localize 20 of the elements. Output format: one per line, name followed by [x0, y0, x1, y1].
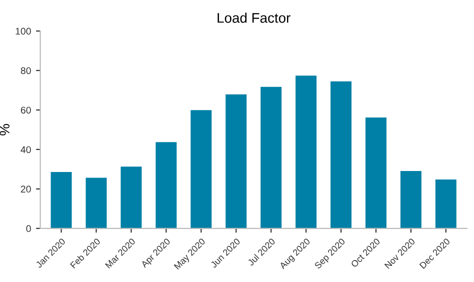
bar: [86, 178, 107, 228]
bar: [330, 81, 352, 228]
bar: [120, 166, 142, 228]
y-tick-label: 60: [20, 106, 31, 114]
bar: [260, 86, 282, 228]
y-axis-title: %: [0, 124, 10, 136]
y-tick-label: 0: [26, 225, 31, 232]
y-tick-label: 80: [20, 67, 31, 74]
y-tick-label: 40: [20, 146, 31, 154]
bar: [156, 142, 177, 228]
bar: [296, 76, 317, 228]
y-tick-label: 20: [20, 186, 31, 193]
bar: [400, 170, 422, 228]
bar: [190, 110, 212, 228]
bar: [435, 179, 456, 228]
bar: [50, 172, 72, 228]
chart-title: Load Factor: [218, 12, 290, 23]
bar: [226, 94, 247, 228]
bar: [365, 117, 386, 228]
y-tick-label: 100: [16, 28, 31, 35]
